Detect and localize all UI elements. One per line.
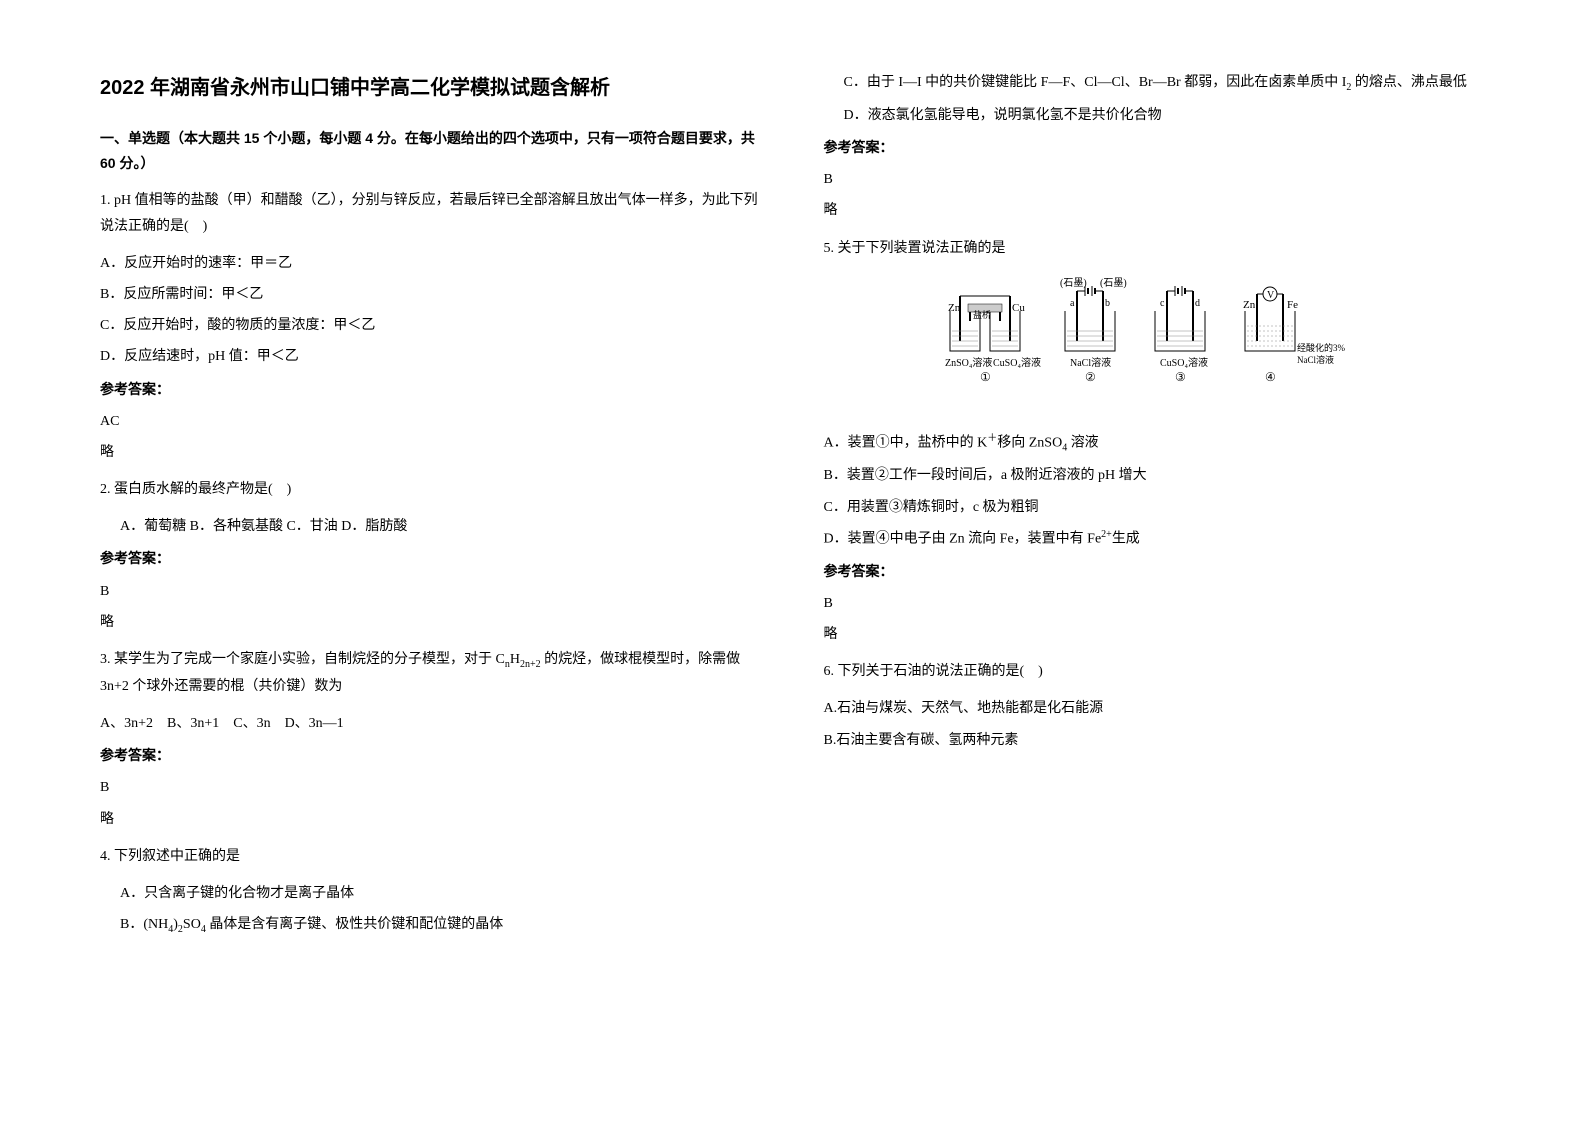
label-nacl-2: NaCl溶液 xyxy=(1297,354,1334,365)
q4-answer: B xyxy=(824,167,1488,192)
q6-stem: 6. 下列关于石油的说法正确的是( ) xyxy=(824,659,1488,684)
q1-optB: B．反应所需时间：甲＜乙 xyxy=(100,282,764,307)
q5-stem: 5. 关于下列装置说法正确的是 xyxy=(824,236,1488,261)
page-title: 2022 年湖南省永州市山口铺中学高二化学模拟试题含解析 xyxy=(100,70,764,106)
q2-answer-label: 参考答案： xyxy=(100,547,764,572)
q1-optA: A．反应开始时的速率：甲＝乙 xyxy=(100,251,764,276)
question-5: 5. 关于下列装置说法正确的是 xyxy=(824,236,1488,261)
q3-answer: B xyxy=(100,775,764,800)
q1-optD: D．反应结速时，pH 值：甲＜乙 xyxy=(100,344,764,369)
q4-answer-label: 参考答案： xyxy=(824,136,1488,161)
q1-omit: 略 xyxy=(100,440,764,465)
q4-optA: A．只含离子键的化合物才是离子晶体 xyxy=(100,881,764,906)
label-cuso4-1: CuSO₄溶液 xyxy=(993,356,1041,369)
label-graphite-1: (石墨) xyxy=(1060,277,1087,289)
q3-stem: 3. 某学生为了完成一个家庭小实验，自制烷烃的分子模型，对于 CnH2n+2 的… xyxy=(100,647,764,699)
q1-optC: C．反应开始时，酸的物质的量浓度：甲＜乙 xyxy=(100,313,764,338)
q5-optA: A．装置①中，盐桥中的 K＋移向 ZnSO4 溶液 xyxy=(824,430,1488,457)
q1-answer: AC xyxy=(100,409,764,434)
label-cu1: Cu xyxy=(1012,302,1025,314)
q2-opts: A．葡萄糖 B．各种氨基酸 C．甘油 D．脂肪酸 xyxy=(100,514,764,539)
apparatus-diagram-svg: Zn Cu 盐桥 ZnSO₄溶液 CuSO₄溶液 ① xyxy=(945,276,1365,406)
question-4: 4. 下列叙述中正确的是 xyxy=(100,844,764,869)
q3-opts: A、3n+2 B、3n+1 C、3n D、3n—1 xyxy=(100,711,764,736)
label-nacl-1: NaCl溶液 xyxy=(1070,356,1111,369)
q4-optD: D．液态氯化氢能导电，说明氯化氢不是共价化合物 xyxy=(824,103,1488,128)
label-v: V xyxy=(1267,290,1275,301)
label-num1: ① xyxy=(980,370,991,384)
q3-answer-label: 参考答案： xyxy=(100,744,764,769)
device-3: c d CuSO₄溶液 ③ xyxy=(1155,286,1208,384)
label-graphite-2: (石墨) xyxy=(1100,277,1127,289)
label-a: a xyxy=(1070,298,1075,309)
q6-optA: A.石油与煤炭、天然气、地热能都是化石能源 xyxy=(824,696,1488,721)
q4-optB: B．(NH4)2SO4 晶体是含有离子键、极性共价键和配位键的晶体 xyxy=(100,912,764,939)
q4-omit: 略 xyxy=(824,198,1488,223)
q1-stem: 1. pH 值相等的盐酸（甲）和醋酸（乙），分别与锌反应，若最后锌已全部溶解且放… xyxy=(100,188,764,238)
question-2: 2. 蛋白质水解的最终产物是( ) xyxy=(100,477,764,502)
label-acidified: 经酸化的3% xyxy=(1297,342,1346,353)
right-column: C．由于 I—I 中的共价键键能比 F—F、Cl—Cl、Br—Br 都弱，因此在… xyxy=(824,70,1488,1052)
q5-omit: 略 xyxy=(824,622,1488,647)
left-column: 2022 年湖南省永州市山口铺中学高二化学模拟试题含解析 一、单选题（本大题共 … xyxy=(100,70,764,1052)
label-num3: ③ xyxy=(1175,370,1186,384)
label-b: b xyxy=(1105,298,1110,309)
label-cuso4-2: CuSO₄溶液 xyxy=(1160,356,1208,369)
q2-omit: 略 xyxy=(100,610,764,635)
q5-diagram: Zn Cu 盐桥 ZnSO₄溶液 CuSO₄溶液 ① xyxy=(824,276,1488,415)
label-znso4: ZnSO₄溶液 xyxy=(945,356,992,369)
q5-optD: D．装置④中电子由 Zn 流向 Fe，装置中有 Fe2+生成 xyxy=(824,526,1488,552)
section-header: 一、单选题（本大题共 15 个小题，每小题 4 分。在每小题给出的四个选项中，只… xyxy=(100,126,764,176)
q6-optB: B.石油主要含有碳、氢两种元素 xyxy=(824,728,1488,753)
device-4: V Zn Fe 经酸化的3% NaCl溶液 ④ xyxy=(1243,287,1346,384)
label-num2: ② xyxy=(1085,370,1096,384)
label-d: d xyxy=(1195,298,1200,309)
label-zn1: Zn xyxy=(948,302,961,314)
q2-answer: B xyxy=(100,579,764,604)
q1-answer-label: 参考答案： xyxy=(100,378,764,403)
q4-optC: C．由于 I—I 中的共价键键能比 F—F、Cl—Cl、Br—Br 都弱，因此在… xyxy=(824,70,1488,97)
q5-optB: B．装置②工作一段时间后，a 极附近溶液的 pH 增大 xyxy=(824,463,1488,488)
label-num4: ④ xyxy=(1265,370,1276,384)
label-fe: Fe xyxy=(1287,299,1298,311)
q4-stem: 4. 下列叙述中正确的是 xyxy=(100,844,764,869)
question-6: 6. 下列关于石油的说法正确的是( ) xyxy=(824,659,1488,684)
q5-answer: B xyxy=(824,591,1488,616)
label-zn2: Zn xyxy=(1243,299,1256,311)
question-1: 1. pH 值相等的盐酸（甲）和醋酸（乙），分别与锌反应，若最后锌已全部溶解且放… xyxy=(100,188,764,238)
q2-stem: 2. 蛋白质水解的最终产物是( ) xyxy=(100,477,764,502)
device-1: Zn Cu 盐桥 ZnSO₄溶液 CuSO₄溶液 ① xyxy=(945,296,1041,384)
label-c: c xyxy=(1160,298,1165,309)
question-3: 3. 某学生为了完成一个家庭小实验，自制烷烃的分子模型，对于 CnH2n+2 的… xyxy=(100,647,764,699)
q5-optC: C．用装置③精炼铜时，c 极为粗铜 xyxy=(824,495,1488,520)
q3-omit: 略 xyxy=(100,807,764,832)
q5-answer-label: 参考答案： xyxy=(824,560,1488,585)
device-2: (石墨) (石墨) a b NaCl溶液 ② xyxy=(1060,277,1127,384)
label-salt-bridge: 盐桥 xyxy=(973,309,991,320)
